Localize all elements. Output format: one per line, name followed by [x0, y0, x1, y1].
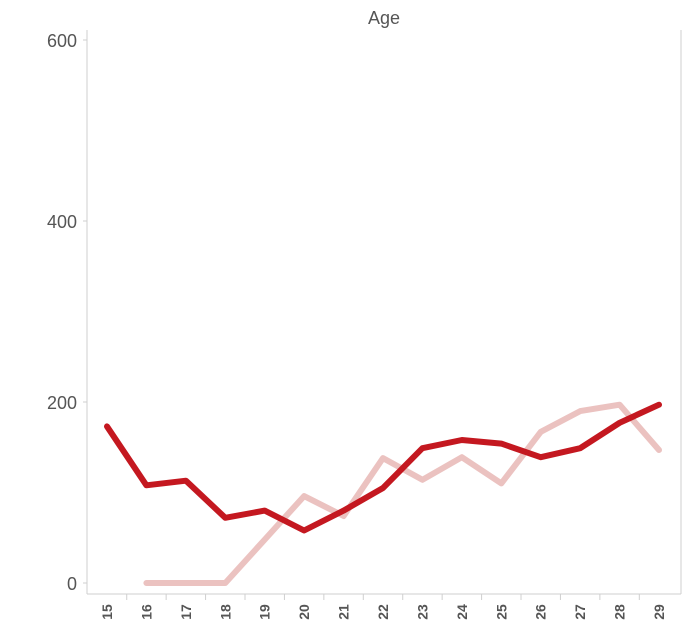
series-layer [104, 401, 662, 586]
x-tick-label: 23 [414, 604, 430, 620]
x-tick-label: 22 [375, 604, 391, 620]
x-tick-label: 24 [454, 604, 470, 620]
series-line-2 [143, 401, 662, 586]
x-tick-label: 21 [336, 604, 352, 620]
x-tick-label: 26 [533, 604, 549, 620]
x-tick-label: 20 [296, 604, 312, 620]
x-tick-label: 16 [138, 604, 154, 620]
x-tick-label: 28 [612, 604, 628, 620]
x-tick-label: 25 [493, 604, 509, 620]
y-tick-label: 200 [47, 393, 77, 413]
y-tick-label: 600 [47, 31, 77, 51]
x-tick-label: 18 [217, 604, 233, 620]
x-axis: 15 16 17 18 19 20 21 22 23 24 25 26 27 28 29 [87, 593, 681, 620]
chart-title: Age [368, 8, 400, 28]
x-tick-label: 19 [257, 604, 273, 620]
x-tick-label: 15 [99, 604, 115, 620]
series-line-1 [104, 401, 662, 534]
x-tick-label: 29 [651, 604, 667, 620]
y-axis: 0 200 400 600 [47, 30, 682, 594]
y-tick-label: 0 [67, 574, 77, 594]
x-tick-label: 27 [572, 604, 588, 620]
x-tick-label: 17 [178, 604, 194, 620]
y-tick-label: 400 [47, 212, 77, 232]
